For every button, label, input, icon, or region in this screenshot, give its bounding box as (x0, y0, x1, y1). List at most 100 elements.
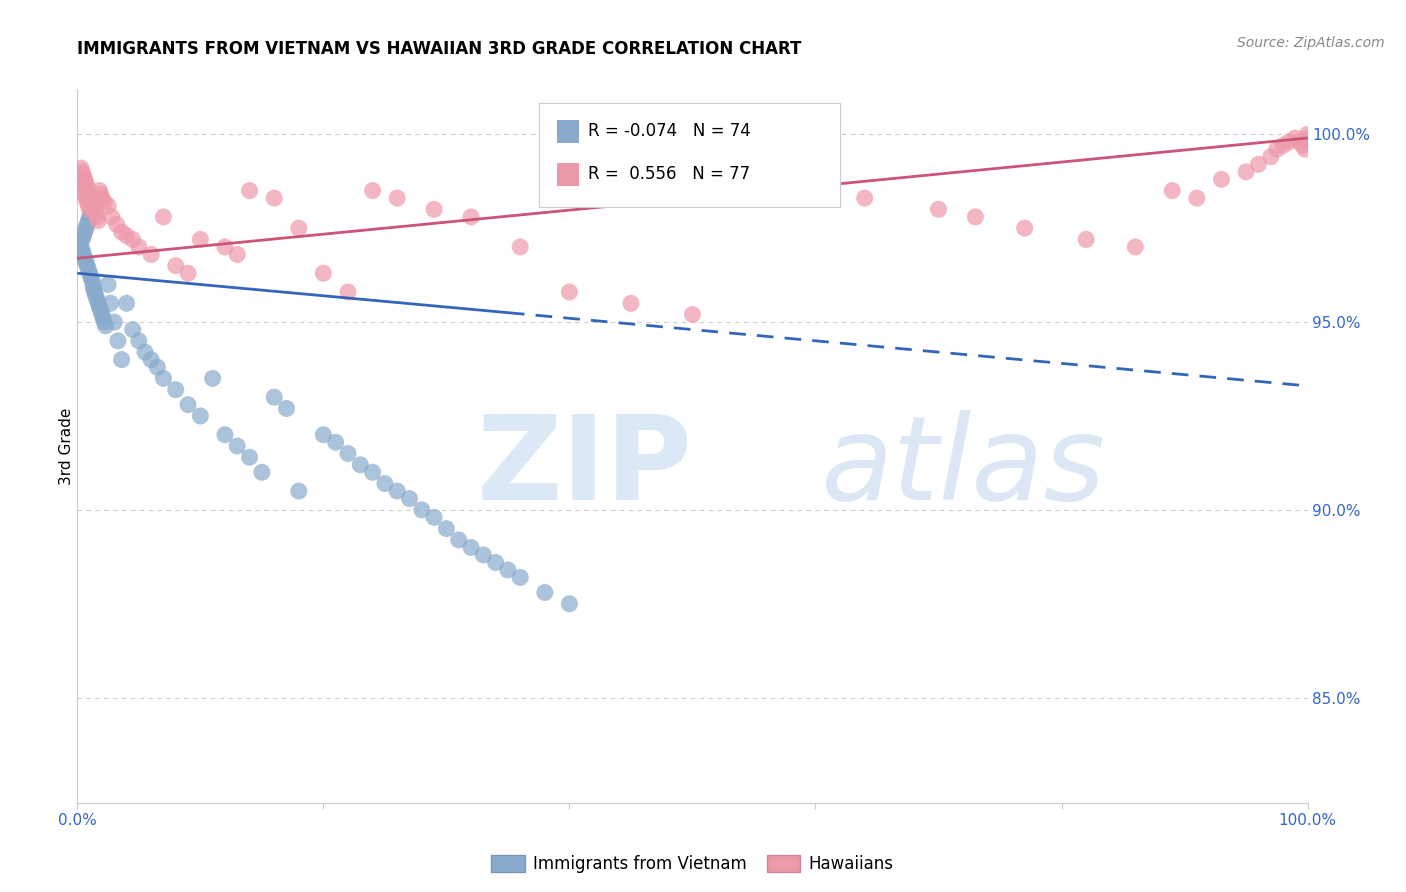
Point (77, 262, 100, 277)
Point (337, 285, 360, 299)
Point (101, 210, 124, 224)
Point (83, 285, 105, 299)
Point (115, 296, 138, 310)
Point (128, 240, 150, 254)
Point (201, 371, 224, 385)
Point (141, 247, 163, 261)
Point (75, 221, 97, 235)
Point (263, 390, 285, 404)
Point (312, 266, 335, 280)
Point (76, 259, 98, 273)
Point (82, 281, 104, 295)
Point (90, 191, 114, 205)
Point (76, 194, 98, 209)
Text: atlas: atlas (821, 410, 1105, 524)
Point (472, 548, 495, 562)
Point (780, 184, 803, 198)
Point (263, 191, 285, 205)
Point (1296, 128, 1319, 142)
Point (1076, 232, 1098, 246)
Point (152, 371, 174, 385)
Point (1265, 142, 1288, 156)
Point (1272, 138, 1295, 153)
Bar (557, 162, 579, 186)
Point (70, 244, 93, 258)
Point (115, 228, 138, 243)
Point (423, 202, 446, 217)
Point (436, 522, 458, 536)
Point (1014, 221, 1036, 235)
Point (82, 194, 104, 209)
Point (70, 232, 93, 246)
Point (75, 255, 97, 269)
Point (73, 172, 96, 186)
Point (121, 232, 143, 246)
Point (121, 322, 143, 336)
Point (1278, 135, 1301, 149)
Point (1260, 150, 1282, 164)
Text: ZIP: ZIP (477, 410, 693, 524)
Point (349, 458, 371, 472)
Point (72, 247, 94, 261)
Point (72, 169, 94, 183)
Point (226, 247, 249, 261)
Point (83, 202, 105, 217)
Point (82, 274, 104, 288)
Text: R = -0.074   N = 74: R = -0.074 N = 74 (588, 122, 751, 140)
Point (1247, 157, 1270, 171)
Point (76, 179, 98, 194)
Point (250, 465, 273, 479)
Point (928, 202, 950, 217)
Point (105, 218, 128, 232)
Point (73, 225, 96, 239)
Point (152, 210, 174, 224)
Point (72, 184, 94, 198)
Point (177, 398, 200, 412)
Point (69, 172, 91, 186)
Point (93, 194, 115, 209)
Point (79, 187, 101, 202)
Point (73, 251, 96, 265)
Point (111, 352, 132, 367)
Point (1161, 184, 1184, 198)
Point (447, 533, 470, 547)
Point (75, 176, 97, 190)
Point (128, 334, 150, 348)
Point (374, 476, 396, 491)
Point (239, 184, 262, 198)
Point (77, 213, 100, 227)
Point (398, 491, 420, 506)
Point (325, 435, 347, 450)
Point (1185, 191, 1208, 205)
Point (72, 228, 94, 243)
Point (94, 318, 117, 333)
Point (1294, 142, 1316, 156)
Point (82, 202, 104, 217)
Point (90, 303, 112, 318)
Y-axis label: 3rd Grade: 3rd Grade (59, 408, 73, 484)
Point (100, 296, 122, 310)
Point (70, 240, 93, 254)
Point (77, 184, 100, 198)
Point (70, 165, 93, 179)
Point (423, 510, 446, 524)
Point (103, 315, 125, 329)
Point (682, 308, 704, 322)
Point (76, 218, 98, 232)
Point (387, 191, 409, 205)
Point (288, 484, 311, 499)
Point (1288, 135, 1310, 149)
Point (165, 383, 187, 397)
Point (84, 206, 107, 220)
Point (82, 277, 104, 292)
Legend: Immigrants from Vietnam, Hawaiians: Immigrants from Vietnam, Hawaiians (485, 848, 900, 880)
Point (361, 184, 384, 198)
Point (1125, 240, 1147, 254)
Point (387, 484, 409, 499)
Point (965, 210, 987, 224)
Point (86, 293, 108, 307)
FancyBboxPatch shape (538, 103, 841, 207)
Point (312, 427, 335, 442)
Point (69, 236, 91, 251)
Point (460, 541, 482, 555)
